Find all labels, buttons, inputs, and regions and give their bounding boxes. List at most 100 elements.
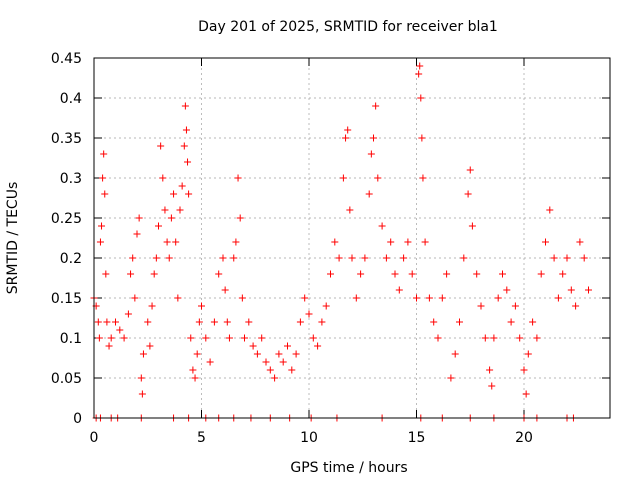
data-point [516,334,524,342]
data-point [234,174,242,182]
y-axis-label: SRMTID / TECUs [5,182,21,295]
data-point [499,270,506,278]
data-point [451,350,459,358]
data-point [187,334,195,342]
data-point [198,302,205,310]
data-point [346,206,354,214]
data-points [90,62,592,422]
data-point [413,294,420,302]
y-tick-label: 0.45 [51,51,82,67]
data-point [468,222,476,230]
x-tick-label: 20 [515,430,533,446]
y-tick-label: 0.25 [51,211,82,227]
axis-ticks: 0 0.05 0.1 0.15 0.2 0.25 0.3 0.35 0.4 0.45 0 5 10 15 2… [51,51,610,446]
data-point [129,254,137,262]
data-point [494,294,502,302]
grid-lines [94,58,610,418]
data-point [182,126,190,134]
data-point [100,150,108,158]
data-point [318,318,326,326]
x-axis-label: GPS time / hours [290,460,407,476]
data-point [339,174,347,182]
data-point [421,238,429,246]
data-point [279,358,287,366]
data-point [275,350,283,358]
data-point [178,182,186,190]
data-point [146,342,154,350]
data-point [473,270,481,278]
data-point [529,318,537,326]
data-point [443,270,451,278]
data-point [488,382,496,390]
data-point [430,318,438,326]
data-point [219,254,227,262]
data-point [554,294,562,302]
data-point [112,318,119,326]
data-point [464,190,472,198]
data-point [460,254,468,262]
data-point [503,286,511,294]
data-point [400,254,408,262]
data-point [404,238,412,246]
data-point [585,286,592,294]
data-point [249,342,257,350]
data-point [184,158,192,166]
data-point [374,174,382,182]
data-point [434,334,442,342]
data-point [152,254,160,262]
data-point [382,254,390,262]
data-point [542,238,549,246]
data-point [105,342,113,350]
data-point [133,230,141,238]
data-point [567,286,575,294]
data-point [98,222,106,230]
data-point [456,318,463,326]
y-tick-label: 0.05 [51,371,82,387]
y-tick-label: 0.1 [60,331,82,347]
data-point [550,254,558,262]
data-point [221,286,229,294]
data-point [490,334,498,342]
data-point [365,190,373,198]
data-point [415,70,423,78]
data-point [331,238,339,246]
data-point [236,214,244,222]
data-point [447,374,455,382]
data-point [262,358,270,366]
data-point [395,286,403,294]
data-point [241,334,248,342]
data-point [322,302,330,310]
data-point [223,318,231,326]
data-point [418,134,426,142]
data-point [101,190,109,198]
data-point [408,270,416,278]
data-point [477,302,485,310]
data-point [357,270,365,278]
data-point [391,270,399,278]
data-point [522,390,530,398]
data-point [170,190,178,198]
data-point [135,214,143,222]
data-point [185,190,193,198]
data-point [580,254,588,262]
data-point [576,238,584,246]
data-point [172,238,180,246]
data-point [533,334,541,342]
x-tick-label: 10 [300,430,318,446]
data-point [124,310,132,318]
data-point [165,254,173,262]
data-point [253,350,261,358]
data-point [215,270,223,278]
data-point [572,302,580,310]
data-point [148,302,156,310]
data-point [486,366,494,374]
data-point [438,294,446,302]
data-point [335,254,343,262]
data-point [537,270,545,278]
data-point [193,350,201,358]
data-point [195,318,203,326]
data-point [305,310,313,318]
data-point [417,94,425,102]
data-point [174,294,182,302]
